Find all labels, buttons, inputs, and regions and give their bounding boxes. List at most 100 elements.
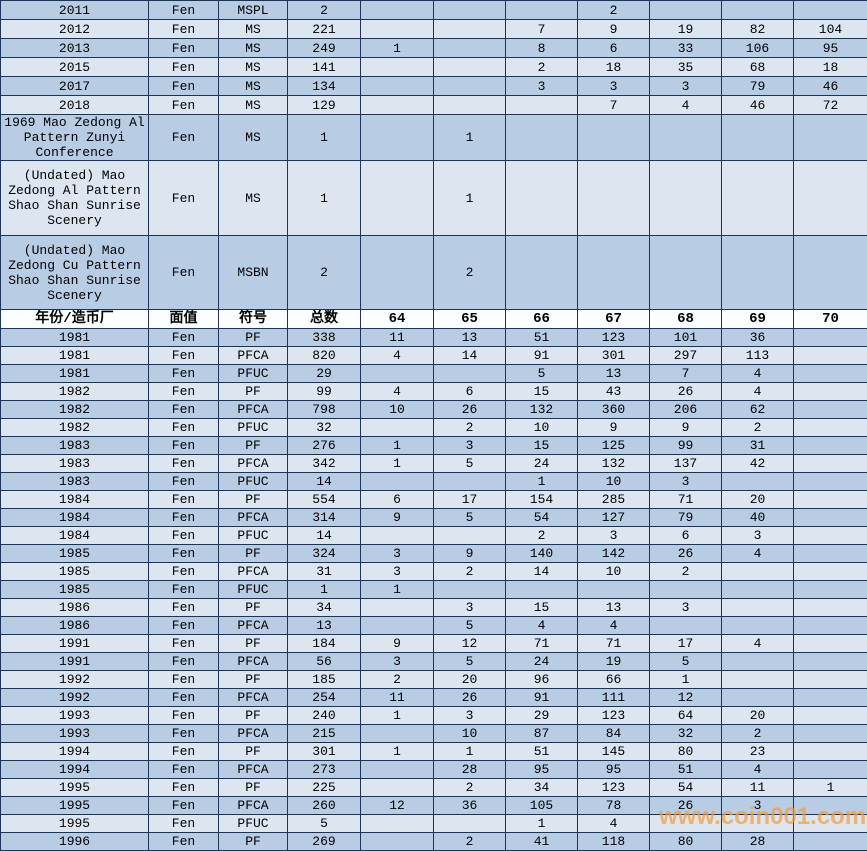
grade-70-cell — [794, 1, 867, 20]
grade-66-cell: 95 — [506, 761, 578, 779]
grade-65-cell: 3 — [434, 437, 506, 455]
grade-64-cell: 3 — [361, 563, 434, 581]
total-cell: 301 — [288, 743, 361, 761]
grade-70-cell — [794, 815, 867, 833]
denomination-cell: Fen — [149, 39, 219, 58]
grade-67-cell: 123 — [578, 329, 650, 347]
grade-64-cell: 6 — [361, 491, 434, 509]
grade-65-cell — [434, 58, 506, 77]
total-cell: 14 — [288, 527, 361, 545]
grade-65-cell: 1 — [434, 743, 506, 761]
denomination-cell: Fen — [149, 473, 219, 491]
grade-67-cell: 9 — [578, 20, 650, 39]
grade-65-cell: 2 — [434, 779, 506, 797]
grade-65-cell — [434, 77, 506, 96]
grade-70-cell — [794, 707, 867, 725]
grade-67-cell: 123 — [578, 707, 650, 725]
grade-64-cell — [361, 365, 434, 383]
grade-64-cell: 10 — [361, 401, 434, 419]
grade-67-cell: 13 — [578, 599, 650, 617]
symbol-cell: PFCA — [219, 617, 288, 635]
grade-70-cell — [794, 347, 867, 365]
grade-64-cell — [361, 527, 434, 545]
total-cell: 221 — [288, 20, 361, 39]
year-mint-cell: 1996 — [1, 833, 149, 851]
grade-69-cell: 4 — [722, 365, 794, 383]
grade-66-cell: 15 — [506, 383, 578, 401]
grade-67-cell: 123 — [578, 779, 650, 797]
symbol-cell: PFCA — [219, 725, 288, 743]
grade-68-cell: 17 — [650, 635, 722, 653]
total-cell: 13 — [288, 617, 361, 635]
year-mint-cell: 1993 — [1, 725, 149, 743]
grade-65-cell: 1 — [434, 115, 506, 161]
grade-69-cell: 23 — [722, 743, 794, 761]
total-cell: 134 — [288, 77, 361, 96]
denomination-cell: Fen — [149, 115, 219, 161]
grade-66-cell: 29 — [506, 707, 578, 725]
total-cell: 554 — [288, 491, 361, 509]
grade-65-cell — [434, 527, 506, 545]
denomination-cell: Fen — [149, 581, 219, 599]
grade-67-cell: 3 — [578, 527, 650, 545]
grade-66-cell: 8 — [506, 39, 578, 58]
grade-68-cell: 99 — [650, 437, 722, 455]
grade-70-cell: 46 — [794, 77, 867, 96]
denomination-cell: Fen — [149, 161, 219, 236]
grade-70-cell — [794, 761, 867, 779]
symbol-cell: PF — [219, 545, 288, 563]
grade-67-cell: 10 — [578, 563, 650, 581]
total-cell: 820 — [288, 347, 361, 365]
grade-65-cell: 3 — [434, 707, 506, 725]
grade-69-cell — [722, 671, 794, 689]
symbol-cell: MS — [219, 115, 288, 161]
grade-65-cell: 1 — [434, 161, 506, 236]
grade-64-cell: 4 — [361, 347, 434, 365]
denomination-cell: Fen — [149, 437, 219, 455]
year-mint-cell: 1981 — [1, 365, 149, 383]
symbol-cell: PFCA — [219, 563, 288, 581]
symbol-cell: PFCA — [219, 797, 288, 815]
grade-64-cell — [361, 833, 434, 851]
grade-68-cell — [650, 236, 722, 310]
grade-67-cell — [578, 161, 650, 236]
denomination-cell: Fen — [149, 347, 219, 365]
total-cell: 14 — [288, 473, 361, 491]
symbol-cell: PF — [219, 779, 288, 797]
grade-70-cell — [794, 329, 867, 347]
year-mint-cell: 1994 — [1, 761, 149, 779]
grade-68-cell: 7 — [650, 365, 722, 383]
grade-66-cell: 1 — [506, 473, 578, 491]
grade-67-cell: 4 — [578, 617, 650, 635]
grade-67-cell: 360 — [578, 401, 650, 419]
total-cell: 338 — [288, 329, 361, 347]
grade-64-cell: 11 — [361, 689, 434, 707]
symbol-cell: PF — [219, 635, 288, 653]
grade-66-cell — [506, 581, 578, 599]
grade-64-cell — [361, 1, 434, 20]
grade-68-cell: 3 — [650, 473, 722, 491]
grade-68-cell: 32 — [650, 725, 722, 743]
year-mint-cell: 1992 — [1, 671, 149, 689]
total-cell: 260 — [288, 797, 361, 815]
symbol-cell: MSPL — [219, 1, 288, 20]
symbol-cell: PFCA — [219, 509, 288, 527]
grade-66-cell — [506, 1, 578, 20]
grade-69-cell: 79 — [722, 77, 794, 96]
grade-70-cell — [794, 725, 867, 743]
grade-66-cell: 51 — [506, 329, 578, 347]
grade-69-cell: 3 — [722, 797, 794, 815]
grade-66-cell: 54 — [506, 509, 578, 527]
grade-64-cell — [361, 779, 434, 797]
denomination-cell: Fen — [149, 797, 219, 815]
denomination-cell: Fen — [149, 689, 219, 707]
grade-67-cell: 71 — [578, 635, 650, 653]
